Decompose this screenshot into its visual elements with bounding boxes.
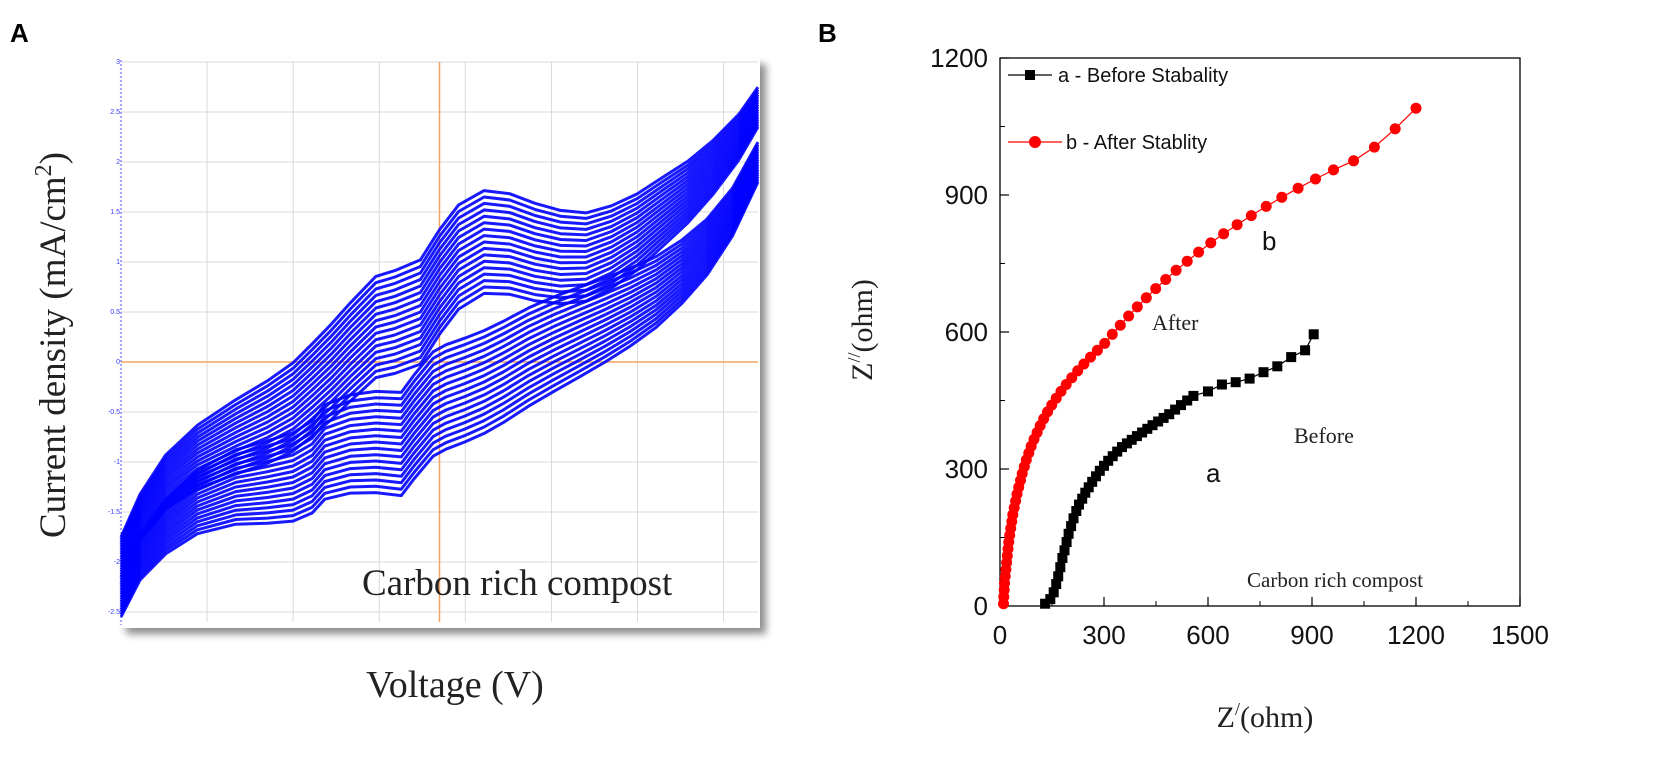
xtick-label-0: 0 — [993, 620, 1007, 650]
panel-a-ytick-1: 2.5 — [110, 109, 120, 116]
panel-a-ytick-5: 0.5 — [110, 309, 120, 316]
ytick-label-0: 0 — [974, 591, 988, 621]
panel-b-xlabel-unit: (ohm) — [1240, 701, 1313, 734]
cv-upper-sweep-trace-7 — [119, 108, 760, 561]
panel-b-letter: B — [818, 18, 837, 48]
annotation-b: b — [1262, 226, 1276, 256]
legend: a - Before Stabality b - After Stablity — [1008, 65, 1228, 154]
panel-a-ylabel: Current density (mA/cm2) — [31, 152, 74, 538]
xtick-label-3: 900 — [1290, 620, 1333, 650]
panel-a-plot: 3 2.5 2 1.5 1 0.5 0 -0.5 -1 -1.5 -2 -2.5 Carbon ric… — [108, 58, 760, 628]
cv-lower-sweep-trace-10 — [119, 156, 760, 593]
panel-a-ytick-4: 1 — [116, 259, 120, 266]
cv-lower-sweep-trace-9 — [119, 158, 760, 596]
panel-a-ylabel-end: ) — [33, 152, 74, 164]
cv-lower-sweep-trace-3 — [119, 173, 760, 611]
panel-a-ylabel-main: Current density (mA/cm — [33, 176, 74, 538]
panel-b-xlabel-main: Z — [1217, 701, 1235, 734]
cv-lower-sweep-trace-5 — [119, 168, 760, 606]
cv-lower-sweep-trace-4 — [119, 171, 760, 608]
cv-upper-sweep-trace-1 — [119, 123, 760, 576]
cv-lower-sweep-trace-0 — [119, 181, 760, 618]
cv-upper-sweep-trace-0 — [119, 126, 760, 578]
cv-lower-sweep-trace-8 — [119, 161, 760, 598]
cv-upper-sweep-trace-15 — [119, 88, 760, 541]
cv-upper-sweep-trace-10 — [119, 101, 760, 553]
xtick-label-1: 300 — [1082, 620, 1125, 650]
cv-upper-sweep-trace-3 — [119, 118, 760, 571]
panel-a-ytick-7: -0.5 — [108, 409, 120, 416]
panel-a-ylabel-sup: 2 — [31, 164, 57, 176]
cv-upper-sweep-trace-6 — [119, 111, 760, 563]
cv-upper-sweep-trace-16 — [119, 86, 760, 538]
cv-upper-sweep-trace-8 — [119, 106, 760, 558]
ytick-label-2: 600 — [945, 317, 988, 347]
panel-b-plot: 0 300 600 900 1200 1500 0 300 600 900 1200 a - Bef… — [930, 43, 1549, 650]
xtick-label-4: 1200 — [1387, 620, 1445, 650]
cv-lower-sweep-trace-7 — [119, 163, 760, 601]
panel-a-ytick-10: -2 — [114, 559, 120, 566]
legend-b-label: b - After Stablity — [1066, 132, 1207, 154]
ytick-label-1: 300 — [945, 454, 988, 484]
legend-b-marker — [1029, 136, 1041, 148]
panel-a-ytick-11: -2.5 — [108, 609, 120, 616]
cv-upper-sweep-trace-12 — [119, 96, 760, 548]
cv-curves — [119, 86, 760, 618]
panel-a-ytick-3: 1.5 — [110, 209, 120, 216]
cv-upper-sweep-trace-9 — [119, 103, 760, 556]
annotation-after: After — [1152, 310, 1199, 335]
ytick-label-3: 900 — [945, 180, 988, 210]
panel-a-annotation: Carbon rich compost — [362, 563, 673, 604]
panel-a-ytick-9: -1.5 — [108, 509, 120, 516]
panel-a-ytick-2: 2 — [116, 159, 120, 166]
legend-a-marker — [1025, 70, 1035, 80]
series-b-line — [998, 102, 1422, 610]
cv-upper-sweep-trace-11 — [119, 98, 760, 551]
annotation-a: a — [1206, 458, 1221, 488]
annotation-compost: Carbon rich compost — [1247, 568, 1423, 592]
xtick-label-2: 600 — [1186, 620, 1229, 650]
panel-a-ytick-0: 3 — [116, 59, 120, 66]
cv-lower-sweep-trace-1 — [119, 178, 760, 616]
ytick-label-4: 1200 — [930, 43, 988, 73]
panel-b-ylabel-unit: (ohm) — [846, 279, 879, 352]
cv-lower-sweep-trace-6 — [119, 166, 760, 603]
panel-b-ylabel: Z//(ohm) — [844, 279, 879, 381]
cv-upper-sweep-trace-5 — [119, 113, 760, 566]
cv-upper-sweep-trace-14 — [119, 91, 760, 543]
panel-a-ytick-8: -1 — [114, 459, 120, 466]
series-a-line — [1040, 329, 1319, 609]
legend-a-label: a - Before Stabality — [1058, 65, 1228, 87]
xtick-label-5: 1500 — [1491, 620, 1549, 650]
panel-b-xlabel-sup: / — [1235, 699, 1240, 719]
annotation-before: Before — [1294, 423, 1354, 448]
panel-a-y-ticks: 3 2.5 2 1.5 1 0.5 0 -0.5 -1 -1.5 -2 -2.5 — [108, 59, 120, 616]
cv-upper-sweep-trace-2 — [119, 121, 760, 573]
panel-b-ylabel-main: Z — [846, 363, 879, 381]
panel-a-xlabel: Voltage (V) — [366, 664, 544, 706]
panel-b-ylabel-sup: // — [844, 352, 864, 362]
panel-b-ticks: 0 300 600 900 1200 1500 0 300 600 900 1200 — [930, 43, 1549, 650]
cv-lower-sweep-trace-2 — [119, 176, 760, 613]
panel-b-xlabel: Z/(ohm) — [1217, 699, 1314, 734]
panel-a-letter: A — [10, 18, 29, 48]
cv-upper-sweep-trace-4 — [119, 116, 760, 568]
panel-a-ytick-6: 0 — [116, 359, 120, 366]
cv-upper-sweep-trace-13 — [119, 93, 760, 546]
